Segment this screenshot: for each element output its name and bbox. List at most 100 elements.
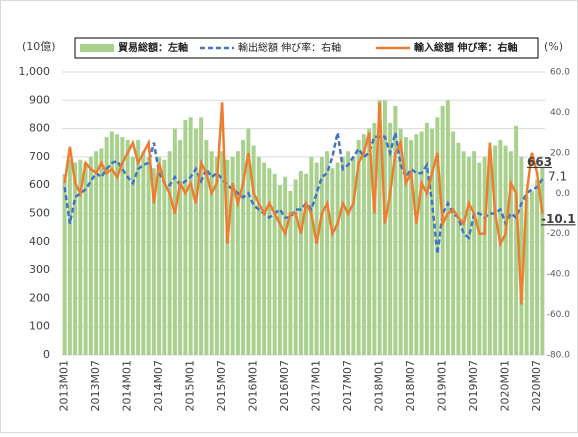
- bar: [83, 162, 88, 355]
- y-tick-label: 100: [29, 320, 50, 333]
- bar: [314, 162, 319, 355]
- bar: [94, 151, 99, 355]
- y-tick-label: 1,000: [19, 65, 51, 78]
- x-tick-label: 2013M01: [58, 360, 71, 411]
- bar: [435, 117, 440, 355]
- x-tick-label: 2020M01: [499, 360, 512, 411]
- bar: [356, 139, 361, 355]
- bar: [204, 139, 209, 355]
- bar: [461, 151, 466, 355]
- data-label: 7.1: [548, 169, 567, 183]
- legend-label: 貿易総額：左軸: [118, 41, 188, 54]
- x-tick-label: 2018M01: [373, 360, 386, 411]
- bar: [503, 145, 508, 355]
- bar: [283, 176, 288, 355]
- bar: [73, 162, 78, 355]
- bar: [125, 139, 130, 355]
- bar: [498, 139, 503, 355]
- bar: [104, 137, 109, 355]
- bar: [524, 196, 529, 355]
- bar: [193, 128, 198, 355]
- bar: [330, 168, 335, 355]
- y-tick-label: 900: [29, 93, 50, 106]
- bar: [199, 117, 204, 355]
- bar: [466, 156, 471, 355]
- bar: [335, 162, 340, 355]
- y-axis-label: (10億): [22, 40, 56, 53]
- x-tick-label: 2019M07: [467, 360, 480, 411]
- bar: [540, 167, 545, 355]
- x-tick-label: 2015M07: [215, 360, 228, 411]
- bar: [451, 131, 456, 355]
- data-label: -10.1: [541, 212, 576, 226]
- bar: [167, 151, 172, 355]
- bar: [298, 171, 303, 355]
- x-tick-label: 2017M01: [310, 360, 323, 411]
- bar: [377, 100, 382, 355]
- y-tick-label: 700: [29, 150, 50, 163]
- legend-label: 輸出総額 伸び率：右軸: [238, 41, 341, 54]
- bar: [220, 151, 225, 355]
- y-tick-label: 0: [43, 348, 50, 361]
- bar: [272, 173, 277, 355]
- line: [63, 102, 544, 305]
- y2-tick-label: 0.0: [556, 189, 571, 199]
- y-tick-label: 400: [29, 235, 50, 248]
- bar: [172, 128, 177, 355]
- data-label: 663: [527, 155, 552, 169]
- bar: [246, 128, 251, 355]
- bar: [277, 185, 282, 355]
- bar: [382, 100, 387, 355]
- bar: [267, 168, 272, 355]
- bar: [351, 156, 356, 355]
- x-tick-label: 2013M07: [89, 360, 102, 411]
- bar: [519, 156, 524, 355]
- bar: [361, 134, 366, 355]
- bar: [136, 139, 141, 355]
- bar: [393, 105, 398, 356]
- bar: [514, 125, 519, 356]
- line: [63, 132, 544, 255]
- x-tick-label: 2017M07: [341, 360, 354, 411]
- y2-tick-label: -80.0: [547, 351, 571, 361]
- bar: [162, 159, 167, 355]
- bar: [225, 159, 230, 355]
- bar: [241, 139, 246, 355]
- bar: [151, 168, 156, 355]
- bar: [430, 128, 435, 355]
- x-tick-label: 2014M07: [152, 360, 165, 411]
- bar: [178, 139, 183, 355]
- y2-tick-label: -60.0: [547, 310, 571, 320]
- y-tick-label: 500: [29, 207, 50, 220]
- bar: [157, 156, 162, 355]
- bar: [109, 131, 114, 355]
- legend: [74, 37, 539, 59]
- bar: [188, 117, 193, 355]
- y2-tick-label: -40.0: [547, 270, 571, 280]
- bar: [256, 156, 261, 355]
- bar: [251, 145, 256, 355]
- y2-tick-label: 40.0: [550, 108, 570, 118]
- bar: [445, 100, 450, 355]
- x-tick-label: 2019M01: [436, 360, 449, 411]
- bar: [409, 139, 414, 355]
- bar: [508, 151, 513, 355]
- bar: [414, 134, 419, 355]
- y-tick-label: 600: [29, 178, 50, 191]
- bar: [309, 156, 314, 355]
- bar: [88, 156, 93, 355]
- bar: [535, 179, 540, 355]
- bar: [456, 142, 461, 355]
- bar: [146, 156, 151, 355]
- bar: [230, 156, 235, 355]
- x-tick-label: 2014M01: [121, 360, 134, 411]
- bar: [120, 137, 125, 355]
- x-tick-label: 2016M07: [278, 360, 291, 411]
- bar: [340, 156, 345, 355]
- x-tick-label: 2015M01: [184, 360, 197, 411]
- bar: [424, 122, 429, 355]
- bar: [372, 122, 377, 355]
- x-tick-label: 2016M01: [247, 360, 260, 411]
- legend-swatch: [80, 44, 114, 52]
